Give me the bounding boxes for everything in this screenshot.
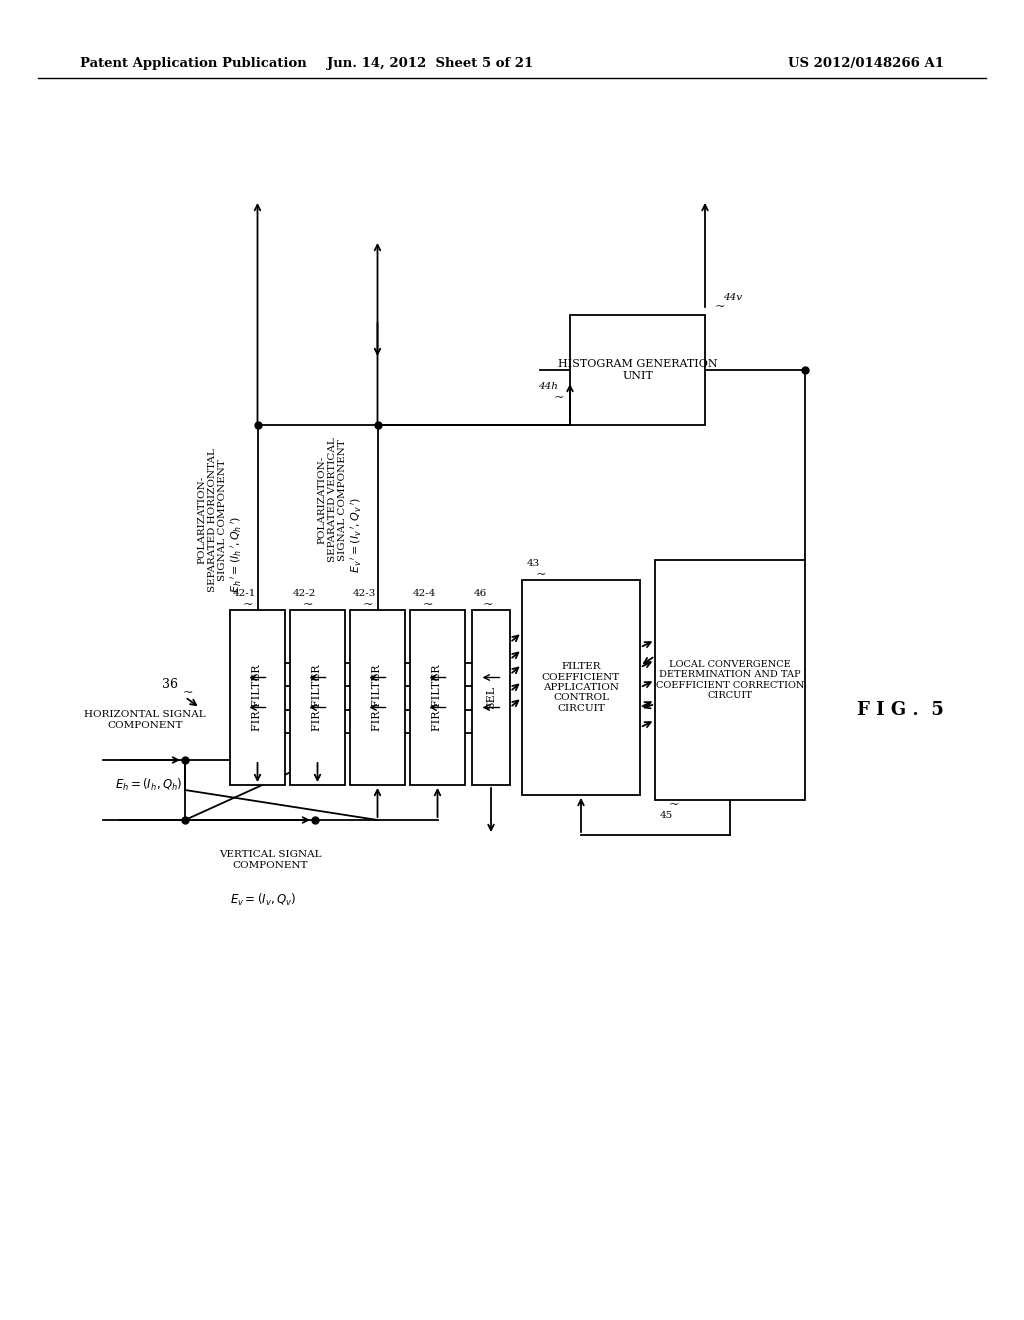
Bar <box>570 315 705 425</box>
Text: FIR FILTER: FIR FILTER <box>432 664 442 731</box>
Text: F I G .  5: F I G . 5 <box>856 701 943 719</box>
Text: Jun. 14, 2012  Sheet 5 of 21: Jun. 14, 2012 Sheet 5 of 21 <box>327 57 534 70</box>
Text: 46: 46 <box>474 590 487 598</box>
Text: US 2012/0148266 A1: US 2012/0148266 A1 <box>788 57 944 70</box>
Text: 42-1: 42-1 <box>233 590 256 598</box>
Text: ~: ~ <box>669 799 680 812</box>
Text: ~: ~ <box>483 598 494 611</box>
Text: Patent Application Publication: Patent Application Publication <box>80 57 307 70</box>
Text: ~: ~ <box>715 301 725 314</box>
Text: ~: ~ <box>362 598 374 611</box>
Text: HISTOGRAM GENERATION
UNIT: HISTOGRAM GENERATION UNIT <box>558 359 718 380</box>
Text: POLARIZATION-
SEPARATED HORIZONTAL
SIGNAL COMPONENT: POLARIZATION- SEPARATED HORIZONTAL SIGNA… <box>198 447 227 591</box>
Text: 42-3: 42-3 <box>353 590 377 598</box>
Text: ~: ~ <box>536 569 547 582</box>
Text: $E_v=(I_v, Q_v)$: $E_v=(I_v, Q_v)$ <box>230 892 296 908</box>
Text: FIR FILTER: FIR FILTER <box>253 664 262 731</box>
Text: 45: 45 <box>660 812 673 821</box>
Bar <box>410 610 465 785</box>
Text: 43: 43 <box>527 560 541 569</box>
Text: ~: ~ <box>423 598 433 611</box>
Text: FILTER
COEFFICIENT
APPLICATION
CONTROL
CIRCUIT: FILTER COEFFICIENT APPLICATION CONTROL C… <box>542 663 621 713</box>
Text: POLARIZATION-
SEPARATED VERTICAL
SIGNAL COMPONENT: POLARIZATION- SEPARATED VERTICAL SIGNAL … <box>317 438 347 562</box>
Text: FIR FILTER: FIR FILTER <box>312 664 323 731</box>
Text: ~: ~ <box>554 391 564 404</box>
Bar <box>230 610 285 785</box>
Bar <box>655 560 805 800</box>
Text: 42-4: 42-4 <box>413 590 436 598</box>
Text: ~: ~ <box>243 598 254 611</box>
Text: VERTICAL SIGNAL
COMPONENT: VERTICAL SIGNAL COMPONENT <box>219 850 322 870</box>
Text: FIR FILTER: FIR FILTER <box>373 664 383 731</box>
Text: 44h: 44h <box>539 381 558 391</box>
Text: ~: ~ <box>183 686 194 700</box>
Bar <box>472 610 510 785</box>
Bar <box>522 579 640 795</box>
Bar <box>350 610 406 785</box>
Text: SEL: SEL <box>486 686 496 709</box>
Bar <box>290 610 345 785</box>
Text: 42-2: 42-2 <box>293 590 316 598</box>
Text: $E_h=(I_h, Q_h)$: $E_h=(I_h, Q_h)$ <box>115 777 182 793</box>
Text: 44v: 44v <box>723 293 742 301</box>
Text: $E_v\,'=(I_v\,',Q_v\,')$: $E_v\,'=(I_v\,',Q_v\,')$ <box>349 498 365 573</box>
Text: HORIZONTAL SIGNAL
COMPONENT: HORIZONTAL SIGNAL COMPONENT <box>84 710 206 730</box>
Text: LOCAL CONVERGENCE
DETERMINATION AND TAP
COEFFICIENT CORRECTION
CIRCUIT: LOCAL CONVERGENCE DETERMINATION AND TAP … <box>655 660 804 700</box>
Text: ~: ~ <box>303 598 313 611</box>
Text: 36: 36 <box>162 678 178 692</box>
Text: $E_h\,'=(I_h\,',Q_h\,')$: $E_h\,'=(I_h\,',Q_h\,')$ <box>229 516 244 594</box>
